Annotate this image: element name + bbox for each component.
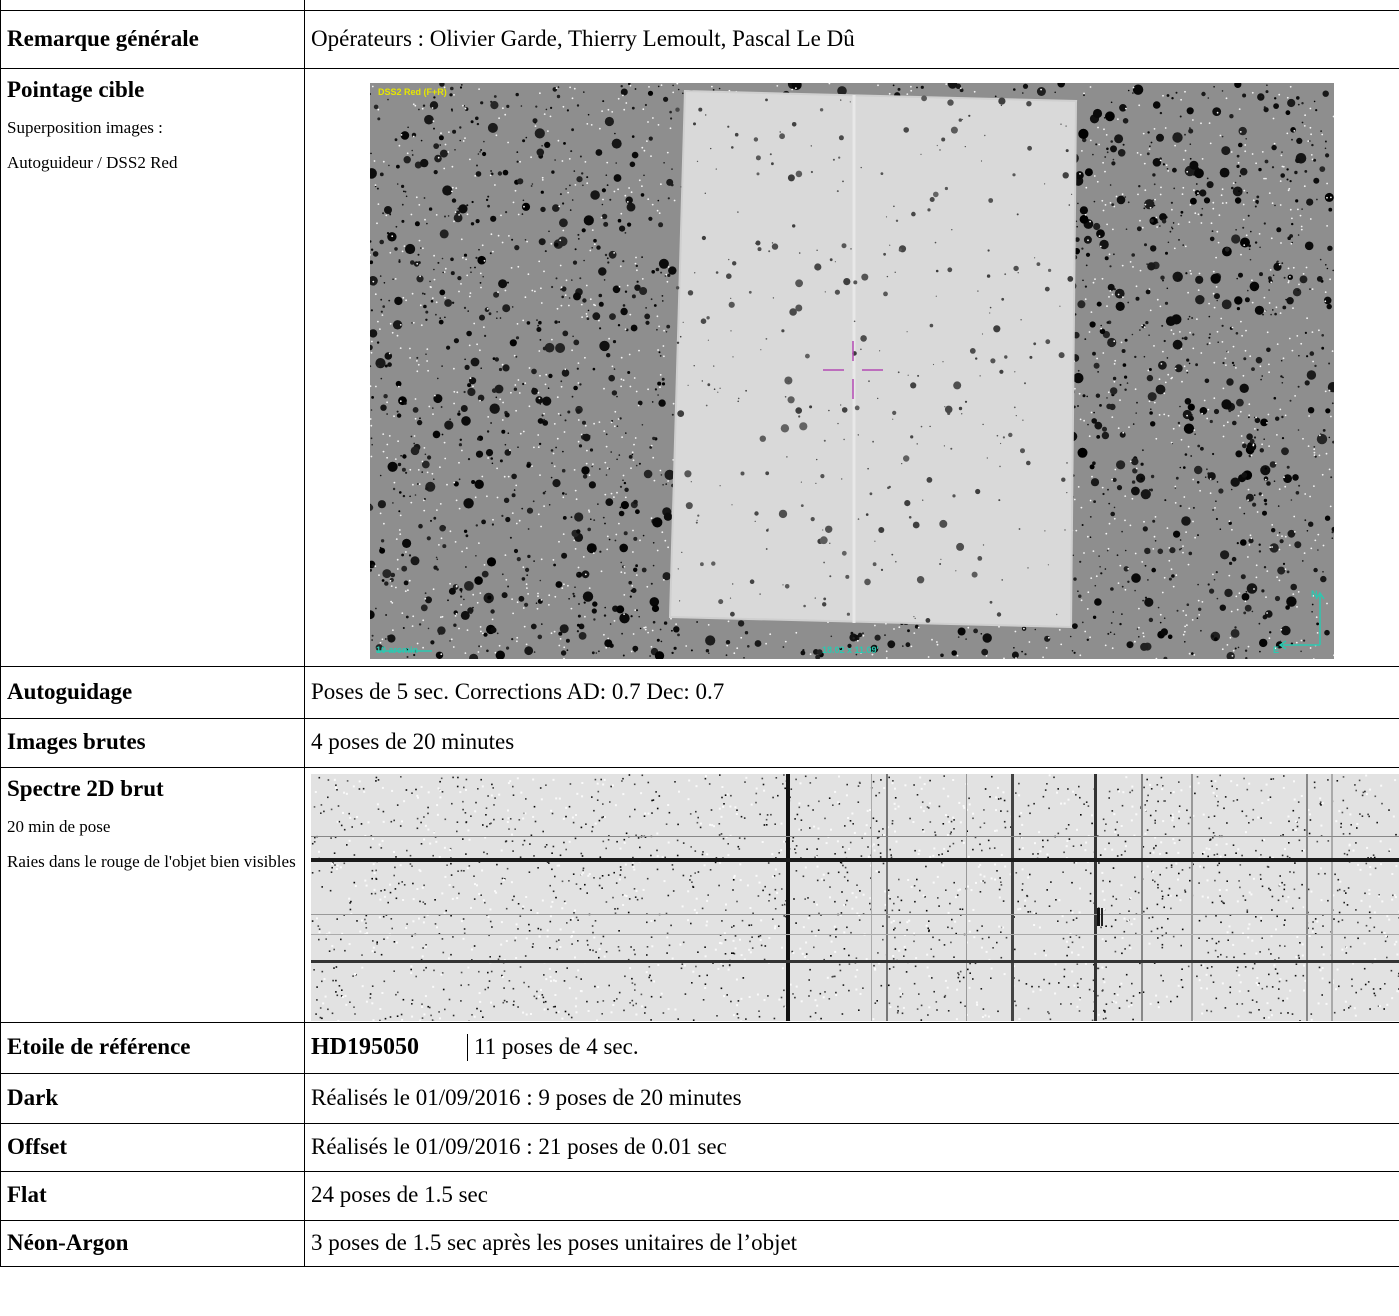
spectrum-image-cell bbox=[304, 766, 1399, 1023]
dark-value: Réalisés le 01/09/2016 : 9 poses de 20 m… bbox=[304, 1072, 1399, 1124]
flat-label: Flat bbox=[0, 1170, 305, 1221]
autoguidage-label: Autoguidage bbox=[0, 665, 305, 719]
dark-label: Dark bbox=[0, 1072, 305, 1124]
overlay-north-label: N bbox=[1311, 589, 1318, 599]
reference-star-exposures: 11 poses de 4 sec. bbox=[474, 1034, 639, 1060]
autoguider-frame bbox=[668, 89, 1078, 629]
autoguidage-value: Poses de 5 sec. Corrections AD: 0.7 Dec:… bbox=[304, 665, 1399, 719]
row-flat: Flat 24 poses de 1.5 sec bbox=[0, 1170, 1399, 1221]
compass-icon bbox=[1278, 591, 1325, 650]
row-images-brutes: Images brutes 4 poses de 20 minutes bbox=[0, 717, 1399, 768]
row-dark: Dark Réalisés le 01/09/2016 : 9 poses de… bbox=[0, 1072, 1399, 1124]
pointage-label: Pointage cible bbox=[7, 76, 145, 102]
spectrum-2d-image bbox=[311, 773, 1399, 1021]
overlay-survey-label: DSS2 Red (F+R) bbox=[378, 87, 447, 97]
spectre-cell: Spectre 2D brut 20 min de pose Raies dan… bbox=[0, 766, 305, 1023]
reference-star-name: HD195050 bbox=[305, 1033, 468, 1062]
row-pointage: Pointage cible Superposition images : Au… bbox=[0, 67, 1399, 667]
etoile-label: Etoile de référence bbox=[0, 1021, 305, 1074]
neon-value: 3 poses de 1.5 sec après les poses unita… bbox=[304, 1219, 1399, 1267]
pointage-sub2: Autoguideur / DSS2 Red bbox=[7, 152, 178, 172]
flat-value: 24 poses de 1.5 sec bbox=[304, 1170, 1399, 1221]
remarque-value: Opérateurs : Olivier Garde, Thierry Lemo… bbox=[304, 9, 1399, 69]
offset-value: Réalisés le 01/09/2016 : 21 poses de 0.0… bbox=[304, 1122, 1399, 1172]
images-brutes-value: 4 poses de 20 minutes bbox=[304, 717, 1399, 768]
remarque-label: Remarque générale bbox=[0, 9, 305, 69]
overlay-field-size: 18.02 x 11.09' bbox=[822, 645, 879, 655]
row-neon-argon: Néon-Argon 3 poses de 1.5 sec après les … bbox=[0, 1219, 1399, 1267]
overlay-scale-label: 10 arcmin bbox=[376, 645, 419, 655]
row-remarque: Remarque générale Opérateurs : Olivier G… bbox=[0, 9, 1399, 69]
observation-log-table: Remarque générale Opérateurs : Olivier G… bbox=[0, 0, 1399, 1267]
pointage-sub1: Superposition images : bbox=[7, 117, 163, 137]
top-cell-right bbox=[304, 0, 1399, 11]
row-spectre: Spectre 2D brut 20 min de pose Raies dan… bbox=[0, 766, 1399, 1023]
table-top-row bbox=[0, 0, 1399, 11]
etoile-value-cell: HD195050 11 poses de 4 sec. bbox=[304, 1021, 1399, 1074]
neon-label: Néon-Argon bbox=[0, 1219, 305, 1267]
target-crosshair-icon bbox=[823, 341, 883, 399]
top-cell-left bbox=[0, 0, 305, 11]
row-autoguidage: Autoguidage Poses de 5 sec. Corrections … bbox=[0, 665, 1399, 719]
overlay-east-label: E bbox=[1273, 645, 1280, 655]
star-field-svg bbox=[370, 83, 1334, 659]
images-brutes-label: Images brutes bbox=[0, 717, 305, 768]
offset-label: Offset bbox=[0, 1122, 305, 1172]
spectre-sub1: 20 min de pose bbox=[7, 816, 111, 836]
pointage-cell: Pointage cible Superposition images : Au… bbox=[0, 67, 305, 667]
spectre-sub2: Raies dans le rouge de l'objet bien visi… bbox=[7, 851, 296, 871]
star-field-image: DSS2 Red (F+R) 10 arcmin 18.02 x 11.09' … bbox=[370, 83, 1334, 659]
spectrum-svg bbox=[311, 773, 1399, 1021]
pointage-image-cell: DSS2 Red (F+R) 10 arcmin 18.02 x 11.09' … bbox=[304, 67, 1399, 667]
row-etoile: Etoile de référence HD195050 11 poses de… bbox=[0, 1021, 1399, 1074]
row-offset: Offset Réalisés le 01/09/2016 : 21 poses… bbox=[0, 1122, 1399, 1172]
spectre-label: Spectre 2D brut bbox=[7, 775, 164, 801]
